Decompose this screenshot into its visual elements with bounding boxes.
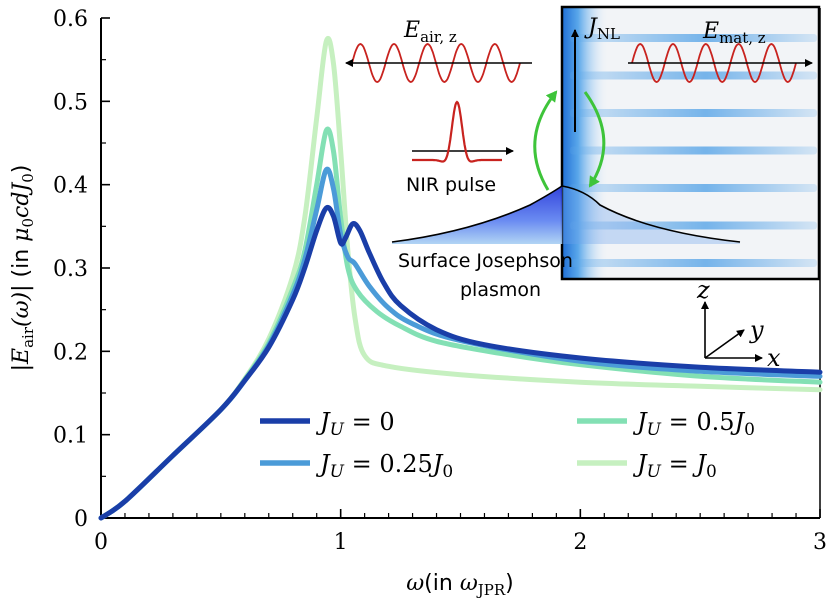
y-title-arg: (ω) (9, 292, 34, 327)
y-title-post: | (9, 284, 34, 291)
axis-y-label: y (749, 316, 764, 344)
layer-strip (570, 221, 817, 230)
legend-label-1: JU = 0.25J0 (315, 450, 453, 482)
plasmon-envelope-curve (391, 185, 741, 243)
y-title-unit-sub: 0 (19, 218, 37, 228)
layer-strip (570, 184, 817, 192)
nir-label: NIR pulse (406, 174, 496, 196)
coordinate-axes: z y x (696, 276, 781, 372)
y-tick-label: 0.6 (53, 7, 88, 32)
y-title-paren-open: (in (9, 242, 34, 285)
axis-y-arrow (704, 329, 745, 359)
material-edge-gradient (562, 7, 608, 279)
x-title-unit: ω (460, 571, 478, 596)
inset-illustration: JNL Emat, z Eair, z NIR pulse Surface Jo… (345, 5, 821, 372)
x-title-suffix: ) (505, 571, 514, 596)
y-tick-label: 0.4 (53, 174, 88, 199)
ticks (100, 17, 821, 519)
y-title-sub: air (19, 326, 37, 348)
axis-x-label: x (767, 344, 781, 372)
coupling-arrow-right (583, 91, 606, 188)
material-box-frame (560, 5, 821, 281)
layer-strip (570, 109, 817, 117)
series-line-0 (98, 204, 823, 521)
legend-label-2: JU = 0.5J0 (632, 408, 755, 440)
plasmon-field-lobe-right (562, 186, 740, 244)
nir-pulse-wave (412, 100, 502, 163)
x-axis-title: ω(in ωJPR) (406, 571, 514, 599)
y-tick-label: 0.3 (53, 257, 88, 282)
x-title-unit-sub: JPR (476, 581, 506, 599)
superconducting-layers (570, 34, 817, 267)
tick-labels: 0 1 2 3 0 0.1 0.2 0.3 0.4 0.5 0.6 (53, 7, 827, 555)
jnl-main: J (584, 15, 598, 40)
jnl-label: JNL (584, 15, 620, 43)
y-tick-label: 0 (74, 507, 88, 532)
plasmon-field-lobe (392, 186, 562, 244)
y-title-paren-close: ) (9, 165, 34, 174)
y-tick-label: 0.5 (53, 90, 88, 115)
plasmon-label-line2: plasmon (460, 279, 541, 301)
legend-label-3: JU = J0 (632, 450, 717, 482)
e-mat-label: Emat, z (702, 19, 766, 47)
e-air-label: Eair, z (403, 18, 457, 46)
e-mat-sub: mat, z (719, 29, 766, 47)
legend-label-0: JU = 0 (315, 408, 395, 440)
x-tick-label: 2 (573, 530, 587, 555)
y-title-unit: μ (9, 228, 34, 242)
jnl-sub: NL (597, 25, 620, 43)
series-lines (98, 35, 823, 521)
x-tick-label: 3 (813, 530, 827, 555)
layer-strip (570, 146, 817, 155)
y-title-unit-sub2: 0 (19, 173, 37, 183)
y-tick-label: 0.2 (53, 340, 88, 365)
axis-z-label: z (696, 276, 710, 304)
e-air-main: E (403, 18, 420, 43)
x-tick-label: 1 (334, 530, 348, 555)
x-tick-label: 0 (94, 530, 108, 555)
e-mat-main: E (702, 19, 719, 44)
layer-strip (570, 259, 817, 267)
x-title-prefix: (in (424, 571, 460, 596)
layer-strip (570, 34, 817, 42)
y-title-main: E (9, 348, 34, 365)
y-tick-label: 0.1 (53, 424, 88, 449)
y-axis-title: |Eair(ω)| (in μ0cdJ0) (9, 165, 37, 372)
x-title-symbol: ω (406, 571, 424, 596)
e-air-sub: air, z (420, 28, 457, 46)
legend: JU = 0 JU = 0.25J0 JU = 0.5J0 JU = J0 (260, 408, 755, 482)
coupling-arrow-left (533, 90, 558, 191)
y-title-unit-rest: cdJ (9, 182, 34, 218)
plasmon-label-line1: Surface Josephson (398, 250, 573, 272)
y-title-pre: | (9, 364, 34, 371)
